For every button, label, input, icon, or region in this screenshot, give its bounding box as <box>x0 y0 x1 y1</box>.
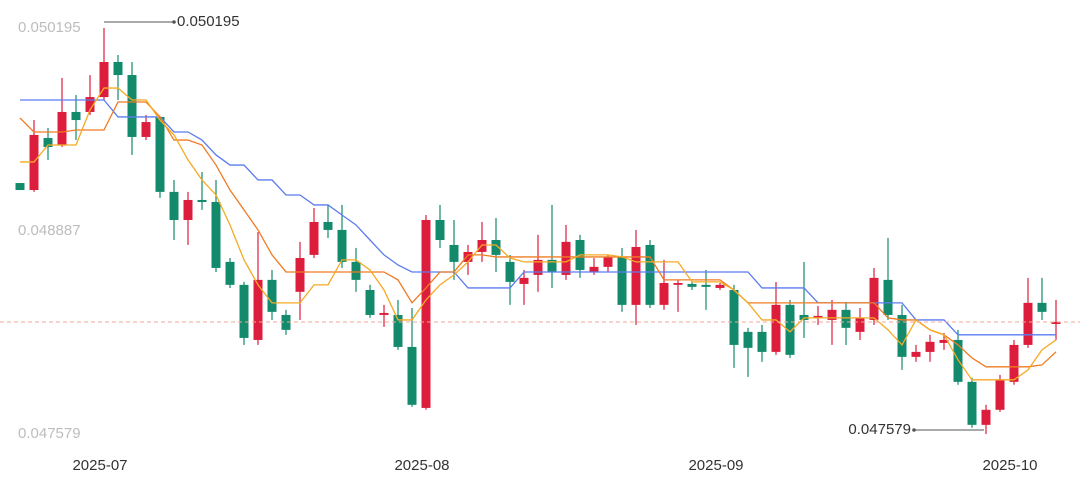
candle-body <box>295 258 305 292</box>
candle-body <box>617 256 627 305</box>
candle-body <box>687 283 697 287</box>
candle-body <box>1009 344 1019 382</box>
candle-body <box>813 315 823 318</box>
y-tick-label: 0.047579 <box>18 425 81 442</box>
candle-body <box>715 284 725 288</box>
candle-body <box>491 240 501 255</box>
candle-body <box>1037 302 1047 312</box>
min-label: 0.047579 <box>848 421 911 438</box>
min-dot <box>912 428 916 432</box>
candle-body <box>743 331 753 348</box>
candle-body <box>967 381 977 425</box>
candle-body <box>911 351 921 357</box>
indicator-line <box>20 99 1056 336</box>
candle-body <box>785 304 795 355</box>
indicator-line <box>20 87 1057 381</box>
candle-body <box>981 409 991 425</box>
candle-body <box>673 282 683 285</box>
candle-body <box>57 111 67 146</box>
candle-body <box>267 279 277 312</box>
candle-body <box>603 256 613 267</box>
candle-body <box>547 259 557 272</box>
candle-body <box>253 279 263 340</box>
x-tick-label: 2025-08 <box>394 457 449 474</box>
candle-body <box>113 61 123 76</box>
candle-body <box>771 304 781 352</box>
x-tick-label: 2025-10 <box>982 457 1037 474</box>
candle-body <box>701 284 711 287</box>
candle-body <box>43 138 53 148</box>
candle-body <box>729 289 739 345</box>
candle-body <box>533 259 543 275</box>
candle-body <box>463 251 473 262</box>
candle-body <box>827 309 837 320</box>
candle-body <box>841 309 851 328</box>
x-tick-label: 2025-09 <box>688 457 743 474</box>
max-label: 0.050195 <box>177 13 240 30</box>
candle-body <box>631 246 641 305</box>
candle-body <box>365 289 375 315</box>
candle-body <box>757 331 767 352</box>
indicator-line <box>19 101 1057 368</box>
candle-body <box>869 277 879 320</box>
candle-body <box>183 199 193 220</box>
candle-body <box>519 277 529 284</box>
candle-body <box>995 379 1005 410</box>
candle-body <box>561 241 571 275</box>
candle-body <box>309 221 319 255</box>
candle-body <box>659 282 669 305</box>
candle-body <box>351 261 361 280</box>
candle-body <box>435 219 445 241</box>
candle-body <box>379 312 389 315</box>
candle-body <box>281 314 291 330</box>
x-tick-label: 2025-07 <box>72 457 127 474</box>
candle-body <box>897 314 907 357</box>
candle-body <box>505 261 515 282</box>
candle-body <box>197 199 207 202</box>
candle-body <box>449 244 459 262</box>
candle-body <box>127 75 137 137</box>
candle-body <box>15 183 25 191</box>
candle-body <box>925 341 935 352</box>
candle-body <box>407 346 417 405</box>
max-dot <box>172 20 176 24</box>
candle-body <box>589 266 599 272</box>
candle-body <box>1023 302 1033 345</box>
candle-body <box>323 221 333 230</box>
candle-body <box>141 122 151 137</box>
candle-body <box>211 201 221 268</box>
candle-body <box>169 191 179 220</box>
candle-body <box>645 244 655 305</box>
candle-body <box>155 116 165 192</box>
candle-body <box>337 229 347 262</box>
candle-body <box>421 219 431 408</box>
candle-body <box>85 97 95 112</box>
candle-body <box>393 314 403 347</box>
candle-body <box>239 284 249 338</box>
candle-body <box>855 317 865 332</box>
candle-body <box>1051 321 1061 324</box>
candle-body <box>99 61 109 98</box>
candle-body <box>883 279 893 315</box>
y-tick-label: 0.048887 <box>18 222 81 239</box>
y-tick-label: 0.050195 <box>18 19 81 36</box>
candle-body <box>225 261 235 285</box>
candle-body <box>939 339 949 343</box>
candle-body <box>71 111 81 121</box>
